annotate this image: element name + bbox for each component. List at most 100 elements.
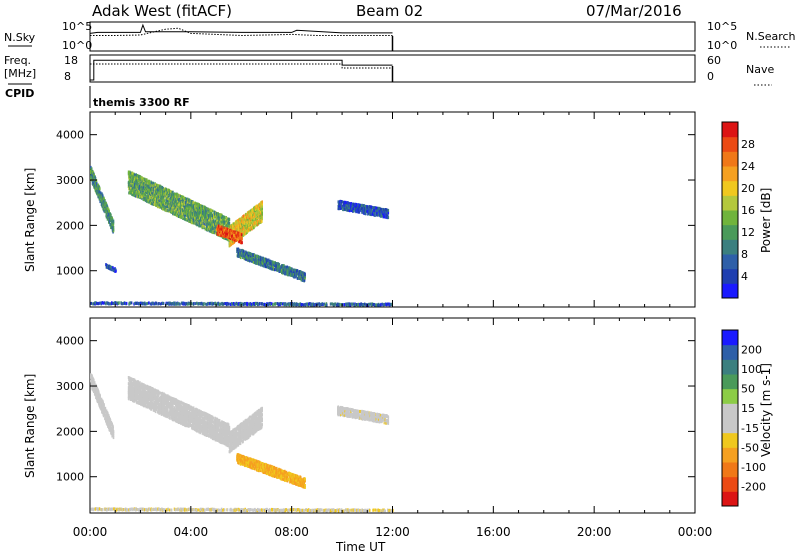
echo-cell [356,209,359,213]
echo-cell [99,187,101,191]
echo-cell [164,408,167,412]
echo-cell [377,209,379,212]
echo-cell [258,221,260,225]
nave-series-line [90,63,393,69]
echo-cell [169,416,171,420]
echo-cell [200,209,202,213]
echo-cell [289,266,291,270]
echo-cell [370,210,373,214]
echo-cell [374,303,377,307]
echo-cell [387,216,390,220]
echo-cell [374,213,376,217]
echo-cell [92,385,95,389]
echo-cell [210,302,212,306]
echo-cell [134,379,137,383]
echo-cell [350,302,352,306]
echo-cell [138,190,141,193]
echo-cell [105,263,108,267]
echo-cell [92,174,94,178]
echo-cell [203,302,205,306]
echo-cell [186,218,189,222]
echo-cell [153,302,156,306]
echo-cell [211,228,214,232]
echo-cell [175,201,178,205]
echo-cell [232,230,235,234]
echo-cell [277,303,280,307]
echo-cell [226,220,228,224]
echo-cell [165,205,168,209]
echo-cell [354,303,357,307]
echo-cell [158,411,161,415]
echo-cell [352,302,355,306]
echo-cell [108,302,110,306]
echo-cell [112,425,114,429]
echo-cell [234,234,237,238]
echo-cell [378,303,380,307]
echo-cell [228,218,231,222]
echo-cell [184,213,187,217]
echo-cell [165,394,167,398]
echo-cell [132,396,134,400]
power-colorbar-tick-label: 12 [741,226,755,239]
echo-cell [154,410,157,414]
echo-cell [148,301,150,305]
echo-cell [143,191,145,195]
echo-cell [163,191,166,195]
echo-cell [187,204,190,208]
echo-cell [285,303,288,307]
echo-cell [197,211,200,215]
echo-cell [149,404,151,408]
echo-cell [172,397,175,401]
echo-cell [207,222,209,226]
echo-cell [241,241,243,245]
echo-cell [357,302,360,306]
echo-cell [193,221,196,225]
echo-cell [154,193,157,196]
echo-cell [278,265,281,268]
echo-cell [154,403,157,407]
echo-cell [383,303,385,307]
echo-cell [129,396,132,400]
echo-cell [219,230,221,234]
nave-label: Nave [746,63,774,76]
echo-cell [155,203,157,207]
echo-cell [181,208,184,212]
echo-cell [284,302,287,306]
echo-cell [222,223,225,227]
echo-cell [133,381,136,385]
echo-cell [351,204,353,208]
echo-cell [240,256,242,260]
echo-cell [166,200,168,204]
echo-cell [97,396,100,400]
echo-cell [98,396,101,400]
echo-cell [348,202,351,206]
echo-cell [154,393,157,397]
echo-cell [266,263,268,267]
echo-cell [90,301,92,305]
echo-cell [149,197,151,201]
echo-cell [277,264,279,268]
echo-cell [368,302,370,306]
echo-cell [195,214,198,218]
echo-cell [112,266,114,270]
echo-cell [109,267,112,271]
echo-cell [265,303,267,307]
echo-cell [160,392,163,395]
echo-cell [149,302,152,306]
echo-cell [155,301,158,305]
echo-cell [137,195,140,199]
echo-cell [263,259,265,263]
echo-cell [93,378,95,382]
echo-cell [288,271,290,275]
echo-cell [383,213,386,216]
echo-cell [131,180,134,184]
echo-cell [104,406,107,410]
echo-cell [246,302,249,306]
echo-cell [370,207,373,211]
echo-cell [369,205,371,209]
echo-cell [358,210,361,214]
echo-cell [245,257,248,261]
echo-cell [99,398,101,402]
echo-cell [130,177,132,181]
echo-cell [245,227,247,231]
